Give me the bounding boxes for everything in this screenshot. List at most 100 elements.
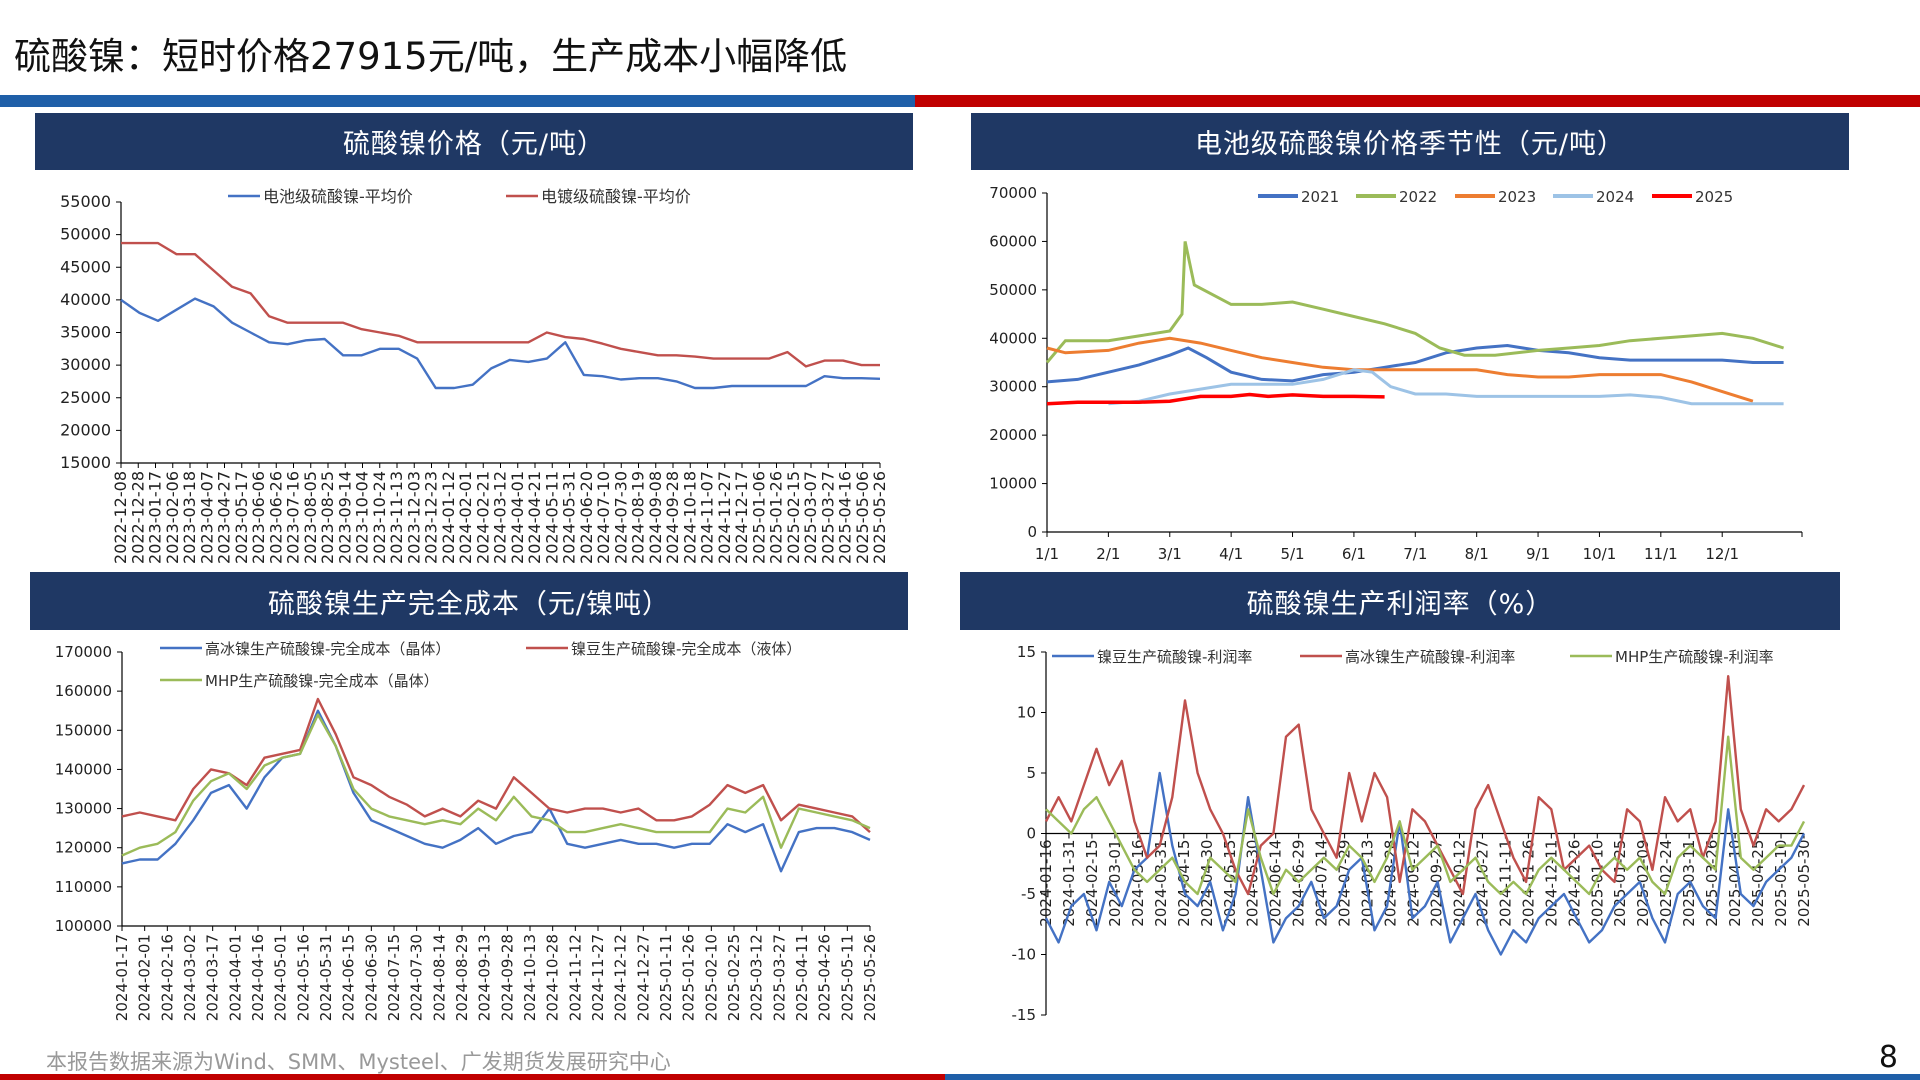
x-tick-label: 4/1 <box>1219 545 1243 563</box>
chart-seasonal: 0 10000 20000 30000 40000 50000 60000 70000 1/1 2… <box>989 184 1803 563</box>
x-tick-label: 2024-12-17 <box>732 471 751 564</box>
x-tick-label: 2024-12-12 <box>612 934 630 1021</box>
x-tick-label: 2024-11-26 <box>1519 840 1537 927</box>
x-tick-label: 2024-06-30 <box>362 934 380 1021</box>
y-tick-label: 15 <box>1017 643 1036 661</box>
x-tick-label: 2023-03-18 <box>180 471 199 564</box>
x-tick-label: 7/1 <box>1403 545 1427 563</box>
y-tick-label: -15 <box>1012 1006 1037 1024</box>
panel-title-price: 硫酸镍价格（元/吨） <box>35 113 913 170</box>
y-tick-label: 55000 <box>60 192 111 211</box>
x-tick-label: 2025-04-10 <box>1726 840 1744 927</box>
x-tick-label: 2024-05-01 <box>272 934 290 1021</box>
series-line-0 <box>1044 771 1806 956</box>
x-tick-label: 2023-12-03 <box>404 471 423 564</box>
y-tick-label: 50000 <box>989 281 1037 299</box>
x-tick-label: 2024-08-14 <box>430 934 448 1021</box>
x-tick-label: 2024-05-15 <box>1221 840 1239 927</box>
x-tick-label: 2024-01-17 <box>113 934 131 1021</box>
y-tick-label: 45000 <box>60 257 111 276</box>
legend-label: 高冰镍生产硫酸镍-利润率 <box>1345 648 1515 666</box>
x-tick-label: 2025-05-11 <box>838 934 856 1021</box>
x-tick-label: 9/1 <box>1526 545 1550 563</box>
y-tick-label: 15000 <box>60 453 111 472</box>
series-line-1 <box>121 241 880 368</box>
y-tick-label: 40000 <box>989 329 1037 347</box>
y-tick-label: 120000 <box>55 839 112 857</box>
legend-label: 电池级硫酸镍-平均价 <box>263 187 413 206</box>
x-tick-label: 2023-12-23 <box>422 471 441 564</box>
series-line-2 <box>121 713 871 857</box>
x-tick-label: 2025-01-26 <box>767 471 786 564</box>
panel-title-seasonal: 电池级硫酸镍价格季节性（元/吨） <box>971 113 1849 170</box>
x-tick-label: 1/1 <box>1035 545 1059 563</box>
y-tick-label: 60000 <box>989 232 1037 250</box>
x-tick-label: 2024-10-13 <box>521 934 539 1021</box>
series-line-2025 <box>1046 392 1385 406</box>
y-tick-label: 30000 <box>989 378 1037 396</box>
series-line-2021 <box>1046 343 1784 384</box>
x-tick-label: 2024-09-13 <box>476 934 494 1021</box>
x-tick-label: 2023-06-26 <box>266 471 285 564</box>
x-tick-label: 2024-05-16 <box>294 934 312 1021</box>
y-tick-label: 130000 <box>55 800 112 818</box>
chart-price: 15000 20000 25000 30000 35000 40000 45000 50000… <box>60 187 889 564</box>
x-tick-label: 2024-06-20 <box>577 471 596 564</box>
series-line-2023 <box>1046 336 1754 403</box>
legend-label: 2025 <box>1695 188 1733 206</box>
x-tick-label: 2024-11-27 <box>715 471 734 564</box>
x-tick-label: 2025-02-10 <box>702 934 720 1021</box>
x-tick-label: 2024-03-01 <box>1106 840 1124 927</box>
legend-label: 2023 <box>1498 188 1536 206</box>
series-line-2 <box>1045 735 1806 896</box>
header-bar-red <box>915 95 1920 107</box>
x-tick-label: 2023-04-07 <box>197 471 216 564</box>
x-tick-label: 2024-11-12 <box>566 934 584 1021</box>
x-tick-label: 6/1 <box>1342 545 1366 563</box>
y-tick-label: 70000 <box>989 184 1037 202</box>
x-tick-label: 2023-01-17 <box>146 471 165 564</box>
x-tick-label: 10/1 <box>1583 545 1617 563</box>
x-tick-label: 8/1 <box>1465 545 1489 563</box>
x-tick-label: 2025-05-06 <box>853 471 872 564</box>
x-tick-label: 2024-09-28 <box>498 934 516 1021</box>
x-tick-label: 2022-12-08 <box>111 471 130 564</box>
x-tick-label: 2024-04-01 <box>226 934 244 1021</box>
y-tick-label: 25000 <box>60 388 111 407</box>
x-tick-label: 2024-10-12 <box>1450 840 1468 927</box>
legend-label: 镍豆生产硫酸镍-完全成本（液体） <box>571 640 801 658</box>
x-tick-label: 2024-04-01 <box>508 471 527 564</box>
y-tick-label: 20000 <box>60 420 111 439</box>
x-tick-label: 2025-02-15 <box>784 471 803 564</box>
series-line-1 <box>121 697 871 833</box>
x-tick-label: 2025-04-26 <box>816 934 834 1021</box>
x-tick-label: 2025-05-26 <box>861 934 879 1021</box>
x-tick-label: 2025-01-11 <box>657 934 675 1021</box>
y-tick-label: -5 <box>1021 885 1036 903</box>
x-tick-label: 2025-01-26 <box>680 934 698 1021</box>
panel-title-cost: 硫酸镍生产完全成本（元/镍吨） <box>30 572 908 630</box>
y-tick-label: 140000 <box>55 760 112 778</box>
y-tick-label: 50000 <box>60 225 111 244</box>
x-tick-label: 2023-08-05 <box>301 471 320 564</box>
x-tick-label: 5/1 <box>1280 545 1304 563</box>
legend-label: 高冰镍生产硫酸镍-完全成本（晶体） <box>205 640 450 658</box>
legend-label: 2024 <box>1596 188 1634 206</box>
x-tick-label: 2025-03-12 <box>748 934 766 1021</box>
x-tick-label: 2024-12-27 <box>634 934 652 1021</box>
x-tick-label: 2023-08-25 <box>318 471 337 564</box>
y-tick-label: 0 <box>1027 523 1037 541</box>
source-footnote: 本报告数据来源为Wind、SMM、Mysteel、广发期货发展研究中心 <box>46 1050 671 1074</box>
x-tick-label: 2022-12-28 <box>128 471 147 564</box>
x-tick-label: 2024-01-16 <box>1037 840 1055 927</box>
x-tick-label: 2024-06-15 <box>340 934 358 1021</box>
y-tick-label: 10 <box>1017 704 1036 722</box>
x-tick-label: 2024-08-13 <box>1359 840 1377 927</box>
footer-bar-red <box>0 1074 945 1080</box>
y-tick-label: 150000 <box>55 721 112 739</box>
y-tick-label: 35000 <box>60 323 111 342</box>
y-tick-label: 110000 <box>55 878 112 896</box>
y-tick-label: 30000 <box>60 355 111 374</box>
x-tick-label: 2025-01-06 <box>749 471 768 564</box>
x-tick-label: 2023-05-17 <box>232 471 251 564</box>
